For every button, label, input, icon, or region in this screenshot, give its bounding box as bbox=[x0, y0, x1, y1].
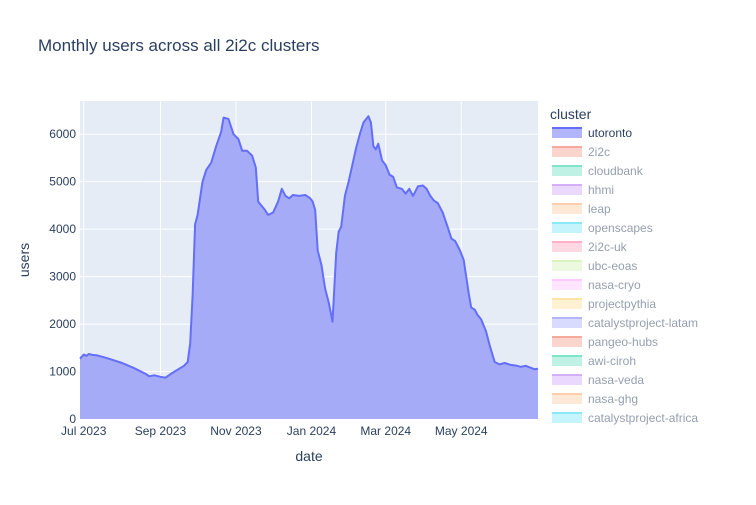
legend-item: catalystproject-latam bbox=[552, 316, 698, 330]
y-tick-label: 3000 bbox=[49, 270, 76, 284]
legend-label: leap bbox=[588, 202, 611, 216]
y-tick-label: 4000 bbox=[49, 222, 76, 236]
legend-label: nasa-veda bbox=[588, 373, 644, 387]
legend-items: utoronto 2i2c cloudbank hhmi leap openscapes 2… bbox=[552, 126, 698, 425]
y-axis-ticks: 0 1000 2000 3000 4000 5000 6000 bbox=[49, 127, 76, 426]
legend-swatch bbox=[552, 280, 582, 290]
y-tick-label: 0 bbox=[69, 412, 76, 426]
legend-swatch bbox=[552, 394, 582, 404]
y-axis-title: users bbox=[16, 243, 32, 277]
series-layer bbox=[79, 115, 539, 419]
legend-item: 2i2c-uk bbox=[552, 240, 628, 254]
x-axis-title: date bbox=[295, 448, 322, 464]
legend-title: cluster bbox=[550, 106, 592, 122]
y-tick-label: 6000 bbox=[49, 127, 76, 141]
x-tick-label: May 2024 bbox=[435, 424, 488, 438]
legend-label: ubc-eoas bbox=[588, 259, 637, 273]
x-axis-ticks: Jul 2023 Sep 2023 Nov 2023 Jan 2024 Mar 2024… bbox=[61, 424, 488, 438]
legend-item: 2i2c bbox=[552, 145, 610, 159]
x-tick-label: Sep 2023 bbox=[135, 424, 187, 438]
y-tick-label: 2000 bbox=[49, 317, 76, 331]
legend-label: awi-ciroh bbox=[588, 354, 636, 368]
legend-item: utoronto bbox=[552, 126, 632, 140]
legend-label: cloudbank bbox=[588, 164, 644, 178]
x-tick-label: Mar 2024 bbox=[360, 424, 411, 438]
legend-item: nasa-ghg bbox=[552, 392, 638, 406]
legend-swatch bbox=[552, 223, 582, 233]
legend-label: nasa-cryo bbox=[588, 278, 641, 292]
legend-item: pangeo-hubs bbox=[552, 335, 658, 349]
x-tick-label: Nov 2023 bbox=[210, 424, 262, 438]
legend-item: leap bbox=[552, 202, 611, 216]
y-tick-label: 1000 bbox=[49, 365, 76, 379]
legend-item: hhmi bbox=[552, 183, 614, 197]
legend-label: pangeo-hubs bbox=[588, 335, 658, 349]
series-line-utoronto bbox=[79, 115, 539, 379]
legend-label: hhmi bbox=[588, 183, 614, 197]
legend-label: nasa-ghg bbox=[588, 392, 638, 406]
legend-swatch bbox=[552, 204, 582, 214]
legend-swatch bbox=[552, 318, 582, 328]
legend-swatch bbox=[552, 147, 582, 157]
x-tick-label: Jan 2024 bbox=[287, 424, 337, 438]
x-tick-label: Jul 2023 bbox=[61, 424, 107, 438]
legend-label: projectpythia bbox=[588, 297, 656, 311]
legend-label: catalystproject-africa bbox=[588, 411, 698, 425]
legend-swatch bbox=[552, 356, 582, 366]
legend-swatch bbox=[552, 185, 582, 195]
legend-swatch bbox=[552, 299, 582, 309]
legend-label: openscapes bbox=[588, 221, 653, 235]
legend-item: catalystproject-africa bbox=[552, 411, 698, 425]
legend-item: cloudbank bbox=[552, 164, 644, 178]
legend-label: 2i2c bbox=[588, 145, 610, 159]
legend-item: openscapes bbox=[552, 221, 653, 235]
legend-item: awi-ciroh bbox=[552, 354, 636, 368]
legend-label: catalystproject-latam bbox=[588, 316, 698, 330]
legend-swatch bbox=[552, 166, 582, 176]
legend-swatch bbox=[552, 375, 582, 385]
y-tick-label: 5000 bbox=[49, 175, 76, 189]
legend: cluster utoronto 2i2c cloudbank hhmi leap ope… bbox=[550, 106, 698, 425]
legend-item: nasa-cryo bbox=[552, 278, 641, 292]
legend-item: nasa-veda bbox=[552, 373, 644, 387]
legend-label: 2i2c-uk bbox=[588, 240, 628, 254]
legend-swatch bbox=[552, 261, 582, 271]
series-area-utoronto bbox=[80, 116, 538, 419]
legend-swatch bbox=[552, 337, 582, 347]
chart-title: Monthly users across all 2i2c clusters bbox=[38, 36, 320, 55]
legend-item: ubc-eoas bbox=[552, 259, 637, 273]
legend-swatch bbox=[552, 128, 582, 138]
legend-swatch bbox=[552, 413, 582, 423]
legend-item: projectpythia bbox=[552, 297, 656, 311]
legend-label: utoronto bbox=[588, 126, 632, 140]
legend-swatch bbox=[552, 242, 582, 252]
